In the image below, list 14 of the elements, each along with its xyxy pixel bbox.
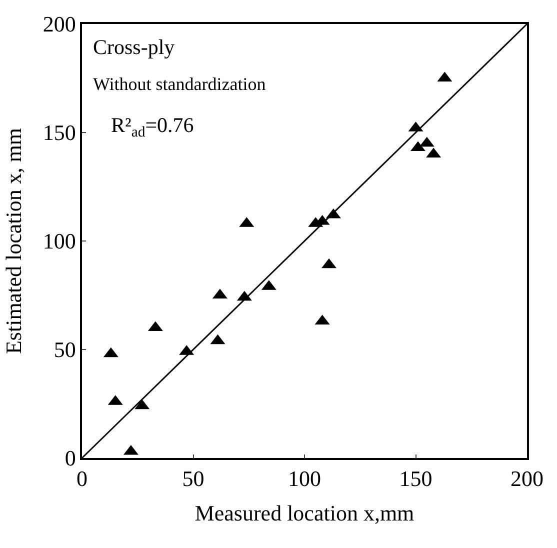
y-tick-label: 200: [42, 12, 76, 37]
annotation: Cross-ply: [93, 35, 176, 59]
x-tick-label: 150: [399, 466, 432, 492]
y-tick-label: 150: [42, 120, 76, 146]
x-axis-title: Measured location x,mm: [194, 500, 414, 526]
x-tick-label: 50: [182, 466, 204, 492]
y-tick-label: 50: [54, 337, 76, 362]
annotation: Without standardization: [93, 74, 266, 94]
x-tick-label: 200: [510, 466, 544, 492]
y-tick-label: 100: [42, 228, 76, 254]
y-axis-title: Estimated location x, mm: [1, 128, 26, 354]
annotation: R²$_{ad}$=0.76: [111, 113, 194, 140]
x-tick-label: 100: [288, 466, 321, 492]
y-tick-label: 0: [64, 446, 76, 471]
